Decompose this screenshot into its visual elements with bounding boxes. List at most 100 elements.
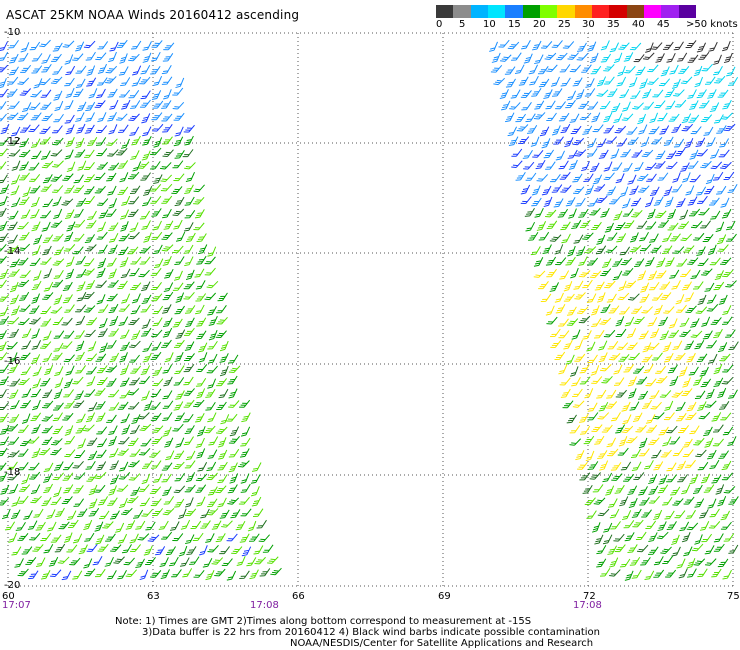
wind-barb bbox=[579, 425, 591, 435]
wind-barb bbox=[195, 377, 207, 387]
wind-barb bbox=[656, 531, 669, 540]
wind-barb bbox=[587, 354, 598, 364]
wind-barb bbox=[41, 414, 54, 422]
wind-barb bbox=[163, 220, 174, 230]
wind-barb bbox=[620, 149, 631, 158]
wind-barb bbox=[628, 497, 638, 508]
wind-barb bbox=[627, 136, 639, 145]
wind-barb bbox=[173, 112, 185, 121]
wind-barb bbox=[95, 400, 106, 410]
wind-barb bbox=[605, 245, 618, 253]
wind-barb bbox=[595, 195, 608, 204]
wind-barb bbox=[95, 52, 107, 61]
wind-barb bbox=[250, 474, 261, 484]
wind-barb bbox=[698, 207, 710, 216]
wind-barb bbox=[140, 172, 151, 181]
wind-barb bbox=[118, 233, 130, 242]
wind-barb bbox=[30, 354, 41, 365]
wind-barb bbox=[42, 330, 52, 341]
wind-barb bbox=[648, 485, 659, 495]
wind-barb bbox=[663, 186, 673, 197]
wind-barb bbox=[683, 496, 695, 505]
wind-barb bbox=[642, 342, 652, 353]
wind-barb bbox=[117, 533, 128, 544]
wind-barb bbox=[564, 137, 574, 148]
wind-barb bbox=[572, 137, 585, 146]
wind-barb bbox=[108, 435, 117, 447]
wind-barb bbox=[85, 279, 96, 290]
wind-barb bbox=[118, 316, 129, 326]
wind-barb bbox=[728, 341, 739, 351]
wind-barb bbox=[651, 352, 663, 361]
wind-barb bbox=[108, 268, 117, 279]
wind-barb bbox=[664, 196, 674, 208]
wind-barb bbox=[688, 208, 701, 217]
wind-barb bbox=[238, 460, 250, 468]
wind-barb bbox=[684, 340, 694, 350]
wind-barb bbox=[52, 65, 63, 75]
wind-barb bbox=[708, 244, 717, 256]
wind-barb bbox=[713, 114, 724, 124]
wind-barb bbox=[139, 76, 151, 85]
pass-time: 17:08 bbox=[250, 600, 279, 611]
wind-barb bbox=[628, 352, 640, 361]
wind-barb bbox=[84, 568, 96, 577]
wind-barb bbox=[648, 437, 660, 445]
wind-barb bbox=[52, 125, 63, 134]
wind-barb bbox=[258, 534, 271, 542]
wind-barb bbox=[577, 461, 588, 470]
wind-barb bbox=[130, 544, 141, 552]
wind-barb bbox=[149, 184, 162, 192]
wind-barb bbox=[42, 292, 54, 300]
wind-barb bbox=[63, 484, 74, 494]
wind-barb bbox=[20, 438, 32, 447]
wind-barb bbox=[713, 533, 724, 543]
wind-barb bbox=[151, 425, 164, 433]
wind-barb bbox=[153, 258, 164, 269]
wind-barb bbox=[19, 196, 30, 205]
wind-barb bbox=[62, 412, 74, 421]
wind-barb bbox=[651, 449, 662, 459]
wind-barb bbox=[53, 113, 64, 123]
wind-barb bbox=[645, 196, 654, 208]
wind-barb bbox=[150, 498, 162, 507]
wind-barb bbox=[109, 448, 119, 458]
wind-barb bbox=[621, 198, 631, 209]
wind-barb bbox=[603, 329, 616, 338]
wind-barb bbox=[633, 316, 645, 325]
wind-barb bbox=[150, 412, 162, 421]
wind-barb bbox=[533, 257, 544, 267]
wind-barb bbox=[149, 450, 161, 458]
wind-barb bbox=[219, 340, 229, 352]
wind-barb bbox=[185, 534, 195, 544]
wind-barb bbox=[615, 328, 627, 337]
wind-barb bbox=[0, 364, 9, 373]
wind-barb bbox=[10, 509, 21, 519]
wind-barb bbox=[639, 243, 652, 252]
wind-barb bbox=[645, 378, 657, 387]
wind-barb bbox=[88, 498, 98, 509]
wind-barb bbox=[40, 306, 52, 315]
wind-barb bbox=[118, 436, 130, 445]
wind-barb bbox=[239, 448, 250, 458]
wind-barb bbox=[620, 461, 632, 471]
wind-barb bbox=[151, 112, 163, 121]
wind-barb bbox=[4, 521, 16, 531]
wind-barb bbox=[719, 401, 730, 410]
wind-barb bbox=[615, 389, 627, 398]
wind-barb bbox=[600, 40, 610, 51]
wind-barb bbox=[64, 54, 74, 65]
wind-barb bbox=[175, 329, 186, 339]
wind-barb bbox=[647, 208, 656, 220]
wind-barb bbox=[706, 340, 717, 349]
wind-barb bbox=[17, 77, 30, 85]
wind-barb bbox=[584, 88, 596, 97]
wind-barb bbox=[128, 196, 140, 205]
wind-barb bbox=[594, 329, 605, 339]
wind-barb bbox=[196, 448, 206, 459]
wind-barb bbox=[584, 388, 594, 399]
wind-barb bbox=[591, 221, 602, 231]
wind-barb bbox=[19, 291, 30, 301]
wind-barb bbox=[52, 185, 64, 193]
wind-barb bbox=[603, 76, 615, 85]
